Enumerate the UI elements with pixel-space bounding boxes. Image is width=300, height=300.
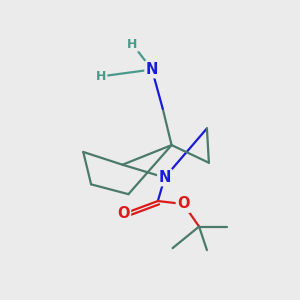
- Text: N: N: [146, 62, 158, 77]
- Text: N: N: [158, 170, 171, 185]
- Text: O: O: [177, 196, 190, 211]
- Text: H: H: [127, 38, 137, 50]
- Text: O: O: [117, 206, 130, 221]
- Text: H: H: [96, 70, 106, 83]
